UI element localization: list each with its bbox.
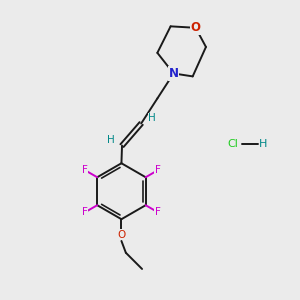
- Text: Cl: Cl: [227, 139, 238, 149]
- Text: H: H: [259, 139, 268, 149]
- Text: F: F: [155, 207, 161, 217]
- Text: O: O: [190, 21, 201, 34]
- Text: O: O: [117, 230, 126, 239]
- Text: F: F: [155, 165, 161, 175]
- Text: N: N: [169, 67, 178, 80]
- Text: F: F: [82, 207, 88, 217]
- Text: F: F: [82, 165, 88, 175]
- Text: H: H: [148, 113, 156, 123]
- Text: H: H: [107, 135, 115, 145]
